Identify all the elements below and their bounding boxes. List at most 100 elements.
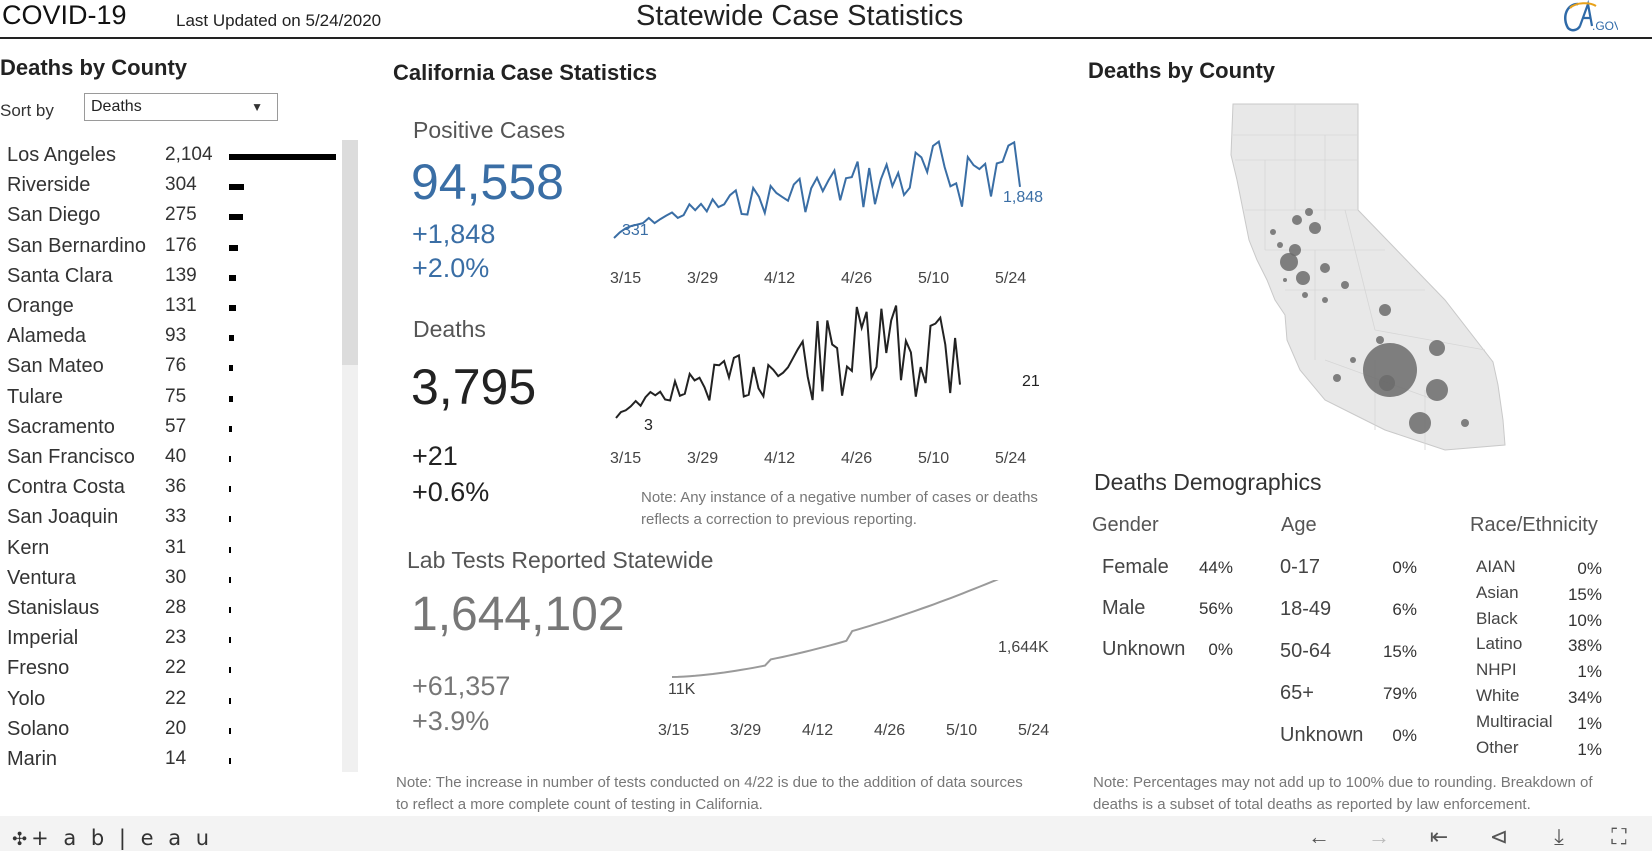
county-deaths: 36 xyxy=(165,476,187,498)
deaths-pct: +0.6% xyxy=(412,477,490,507)
age-heading: Age xyxy=(1281,514,1317,536)
county-row[interactable]: Los Angeles 2,104 xyxy=(0,140,340,170)
california-map[interactable] xyxy=(1225,100,1545,455)
county-name: Los Angeles xyxy=(7,144,116,166)
county-row[interactable]: Fresno 22 xyxy=(0,653,340,683)
county-row[interactable]: Yolo 22 xyxy=(0,684,340,714)
axis-tick-label: 3/15 xyxy=(610,450,641,467)
demographics-note: Note: Percentages may not add up to 100%… xyxy=(1093,774,1593,813)
county-row[interactable]: San Mateo 76 xyxy=(0,351,340,381)
county-row[interactable]: Orange 131 xyxy=(0,291,340,321)
county-row[interactable]: Marin 14 xyxy=(0,744,340,772)
county-name: Contra Costa xyxy=(7,476,125,499)
redo-icon[interactable]: → xyxy=(1368,824,1390,849)
demographic-value: 79% xyxy=(1382,684,1417,703)
county-deaths: 22 xyxy=(165,657,187,679)
axis-tick-label: 5/24 xyxy=(995,270,1026,287)
county-row[interactable]: San Bernardino 176 xyxy=(0,231,340,261)
share-icon[interactable]: ⊲ xyxy=(1489,824,1509,849)
county-name: Marin xyxy=(7,748,58,770)
tableau-logo[interactable]: ✣+ a b | e a u xyxy=(12,826,213,851)
demographic-value: 10% xyxy=(1567,610,1602,630)
county-row[interactable]: San Francisco 40 xyxy=(0,442,340,472)
county-deaths: 28 xyxy=(165,597,187,618)
county-row[interactable]: Santa Clara 139 xyxy=(0,261,340,291)
county-bar xyxy=(229,274,237,281)
download-icon[interactable]: ⤓ xyxy=(1554,824,1564,849)
county-bar xyxy=(229,486,231,493)
county-name: Tulare xyxy=(7,385,63,408)
county-name: Alameda xyxy=(7,325,86,348)
county-row[interactable]: Stanislaus 28 xyxy=(0,593,340,623)
demographic-value: 0% xyxy=(1208,640,1233,659)
county-name: San Francisco xyxy=(7,446,135,468)
county-bubble xyxy=(1379,375,1395,391)
revert-icon[interactable]: ⇤ xyxy=(1429,824,1449,849)
county-row[interactable]: Tulare 75 xyxy=(0,382,340,412)
county-bar xyxy=(229,214,243,221)
demographic-value: 6% xyxy=(1392,600,1417,619)
county-bar xyxy=(229,425,232,432)
deaths-total: 3,795 xyxy=(411,359,537,415)
demographic-value: 0% xyxy=(1392,558,1417,577)
sort-dropdown[interactable]: Deaths ▼ xyxy=(84,93,278,121)
county-row[interactable]: Solano 20 xyxy=(0,714,340,744)
county-bubble xyxy=(1296,271,1310,285)
county-row[interactable]: Contra Costa 36 xyxy=(0,472,340,502)
lab-tests-change: +61,357 xyxy=(412,671,511,701)
county-name: San Joaquin xyxy=(7,506,119,529)
county-name: Santa Clara xyxy=(7,264,113,287)
county-row[interactable]: Alameda 93 xyxy=(0,321,340,351)
county-bubble xyxy=(1305,208,1313,216)
county-deaths: 176 xyxy=(165,234,197,256)
county-bar xyxy=(229,637,231,644)
county-name: Sacramento xyxy=(7,415,115,438)
county-row[interactable]: Sacramento 57 xyxy=(0,412,340,442)
county-bubble xyxy=(1280,253,1298,271)
ca-case-stats-title: California Case Statistics xyxy=(393,60,658,85)
axis-tick-label: 4/26 xyxy=(841,450,872,467)
county-list[interactable]: Los Angeles 2,104 Riverside 304 San Diego 275… xyxy=(0,140,360,772)
last-updated: Last Updated on 5/24/2020 xyxy=(176,11,382,30)
positive-cases-total: 94,558 xyxy=(411,154,564,210)
county-bubble xyxy=(1409,412,1431,434)
county-row[interactable]: Riverside 304 xyxy=(0,170,340,200)
scrollbar-thumb[interactable] xyxy=(342,140,358,365)
undo-icon[interactable]: ← xyxy=(1308,824,1330,849)
county-row[interactable]: Imperial 23 xyxy=(0,623,340,653)
lab-tests-total: 1,644,102 xyxy=(411,588,625,641)
demographic-label: Latino xyxy=(1476,634,1523,654)
deaths-end-label: 21 xyxy=(1022,373,1040,390)
fullscreen-icon[interactable]: ⛶ xyxy=(1611,824,1627,849)
county-row[interactable]: San Joaquin 33 xyxy=(0,502,340,532)
county-name: Ventura xyxy=(7,566,76,589)
county-bubble xyxy=(1376,336,1384,344)
county-deaths: 75 xyxy=(165,385,187,407)
lab-tests-sparkline[interactable]: 11K 1,644K 3/15 3/29 4/12 4/26 5/10 5/24 xyxy=(650,580,1070,750)
county-bubble xyxy=(1333,374,1341,382)
county-bubble xyxy=(1309,222,1321,234)
county-row[interactable]: Kern 31 xyxy=(0,533,340,563)
app-title: COVID-19 xyxy=(2,0,127,30)
axis-tick-label: 3/29 xyxy=(687,270,718,287)
axis-tick-label: 4/26 xyxy=(841,270,872,287)
county-row[interactable]: San Diego 275 xyxy=(0,200,340,230)
axis-tick-label: 4/12 xyxy=(764,270,795,287)
deaths-sparkline[interactable]: 3 21 3/15 3/29 4/12 4/26 5/10 5/24 xyxy=(610,300,1060,480)
axis-tick-label: 5/24 xyxy=(995,450,1026,467)
ca-gov-logo[interactable]: .GOV xyxy=(1556,0,1622,34)
county-name: Fresno xyxy=(7,657,70,680)
demographic-label: Multiracial xyxy=(1476,711,1553,731)
axis-tick-label: 3/15 xyxy=(658,722,689,739)
positive-cases-sparkline[interactable]: 331 1,848 3/15 3/29 4/12 4/26 5/10 5/24 xyxy=(610,105,1060,305)
demographic-label: AIAN xyxy=(1476,557,1516,576)
demographic-value: 44% xyxy=(1198,558,1233,577)
demographic-label: NHPI xyxy=(1476,660,1517,680)
county-deaths: 57 xyxy=(165,415,187,437)
county-bubble xyxy=(1270,229,1276,235)
county-name: Imperial xyxy=(7,627,79,650)
demographic-label: 0-17 xyxy=(1280,556,1321,578)
county-name: San Bernardino xyxy=(7,234,146,257)
county-row[interactable]: Ventura 30 xyxy=(0,563,340,593)
demographics-title: Deaths Demographics xyxy=(1094,469,1322,495)
